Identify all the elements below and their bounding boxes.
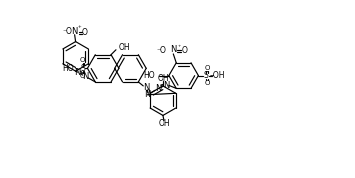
Text: S: S (204, 71, 209, 80)
Text: N: N (155, 84, 161, 93)
Text: N: N (82, 72, 89, 81)
Text: O: O (181, 46, 187, 56)
Text: N: N (170, 46, 176, 54)
Text: S: S (80, 64, 85, 73)
Text: O: O (80, 73, 85, 79)
Text: –: – (75, 64, 78, 73)
Text: O: O (204, 80, 210, 87)
Text: OH: OH (119, 43, 131, 52)
Text: HO: HO (143, 71, 155, 80)
Text: N: N (71, 27, 78, 36)
Text: ⁻O: ⁻O (63, 27, 73, 36)
Text: O: O (80, 57, 85, 63)
Text: O: O (82, 28, 87, 37)
Text: ⁺: ⁺ (178, 44, 181, 49)
Text: HO: HO (62, 64, 73, 73)
Text: N: N (163, 81, 169, 90)
Text: ⁺: ⁺ (78, 26, 81, 32)
Text: N: N (144, 90, 151, 99)
Text: N: N (143, 83, 149, 92)
Text: –OH: –OH (209, 71, 225, 80)
Text: N: N (75, 68, 81, 77)
Text: OH: OH (157, 74, 169, 83)
Text: O: O (204, 65, 210, 71)
Text: OH: OH (159, 119, 171, 128)
Text: ⁻O: ⁻O (157, 46, 166, 56)
